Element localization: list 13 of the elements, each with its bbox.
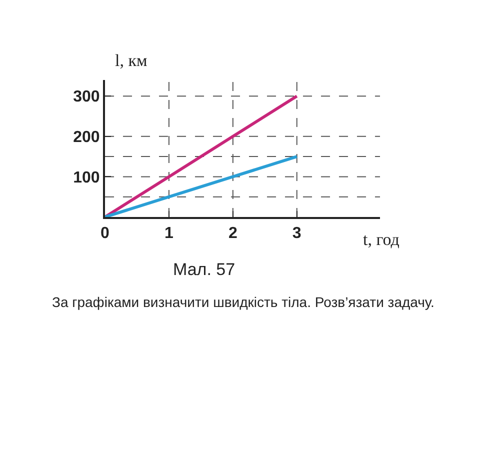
line-series: [105, 155, 298, 217]
y-axis-title: l, км: [115, 51, 148, 70]
text: Мал. 57: [173, 260, 236, 279]
x-axis-title: t, год: [363, 230, 400, 249]
y-tick-label: 300: [73, 88, 100, 106]
y-tick-label: 100: [73, 169, 100, 186]
x-tick-label: 2: [228, 225, 238, 242]
line-series: [105, 94, 298, 217]
x-tick-label: 0: [100, 225, 110, 242]
x-tick-label: 1: [164, 225, 174, 242]
y-tick-label: 200: [73, 129, 100, 146]
x-tick-label: 3: [292, 225, 302, 242]
text: За графіками визначити швидкість тіла. Розв’язати задачу.: [52, 294, 434, 310]
